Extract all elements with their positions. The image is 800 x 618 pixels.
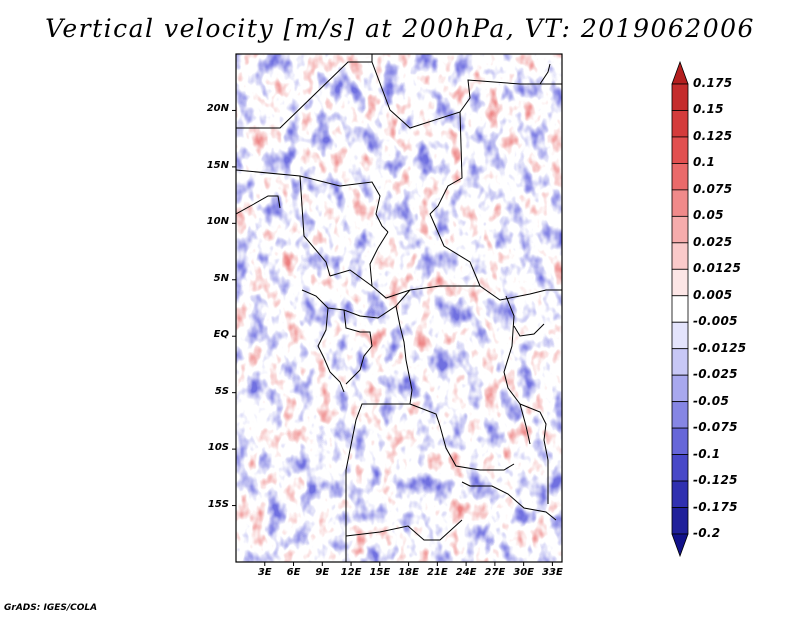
colorbar-top-arrow [671, 60, 689, 85]
colorbar-segment [671, 295, 689, 323]
lon-tick-label: 12E [340, 567, 362, 578]
lon-tick-label: 27E [484, 567, 506, 578]
lat-tick-label: 20N [206, 103, 229, 115]
lon-tick-label: 6E [286, 567, 301, 578]
colorbar-segment [671, 321, 689, 350]
lon-tick-label: 24E [455, 567, 477, 578]
colorbar-label: -0.0125 [693, 340, 747, 355]
colorbar-label: -0.175 [693, 499, 738, 514]
colorbar-segment [671, 374, 689, 403]
colorbar-segment [671, 507, 689, 535]
lon-tick-label: 30E [513, 567, 535, 578]
lat-tick-label: 5N [213, 272, 229, 284]
colorbar-label: -0.025 [693, 367, 738, 382]
country-borders [236, 54, 562, 562]
colorbar-label: 0.125 [693, 128, 733, 143]
colorbar [671, 60, 689, 558]
colorbar-segment [671, 480, 689, 508]
frame [232, 53, 563, 566]
colorbar-segment [671, 401, 689, 429]
colorbar-label: -0.1 [693, 446, 721, 461]
lat-tick-label: 10N [206, 216, 229, 228]
colorbar-label: 0.15 [693, 102, 724, 117]
colorbar-label: 0.175 [693, 76, 733, 90]
colorbar-label: 0.005 [693, 287, 733, 302]
colorbar-segment [671, 189, 689, 217]
colorbar-label: 0.0125 [693, 261, 742, 276]
lat-tick-label: 10S [207, 442, 229, 454]
map-title: Vertical velocity [m/s] at 200hPa, VT: 2… [45, 14, 755, 43]
colorbar-label: -0.075 [693, 420, 738, 435]
colorbar-label: -0.005 [693, 314, 738, 329]
lon-tick-label: 21E [426, 567, 448, 578]
colorbar-segment [671, 163, 689, 191]
colorbar-bottom-arrow [671, 533, 689, 558]
colorbar-label: 0.075 [693, 181, 733, 196]
lon-tick-label: 9E [315, 567, 330, 578]
lat-tick-label: 5S [214, 385, 229, 397]
lon-tick-label: 33E [542, 567, 563, 578]
lat-tick-label: 15N [206, 159, 229, 171]
colorbar-segment [671, 242, 689, 270]
lat-tick-label: 15S [207, 498, 229, 510]
lon-tick-label: 18E [398, 567, 419, 578]
lon-tick-label: 3E [257, 567, 272, 578]
colorbar-label: 0.1 [693, 155, 716, 170]
colorbar-segment [671, 348, 689, 376]
colorbar-label: 0.025 [693, 234, 733, 249]
colorbar-segment [671, 427, 689, 455]
colorbar-label: 0.05 [693, 208, 724, 223]
colorbar-segment [671, 83, 689, 111]
colorbar-label: -0.2 [693, 526, 721, 540]
colorbar-segment [671, 268, 689, 297]
colorbar-segment [671, 215, 689, 244]
lat-tick-label: EQ [213, 329, 229, 341]
colorbar-segment [671, 110, 689, 138]
lon-tick-label: 15E [369, 567, 391, 578]
vertical-velocity-field [236, 54, 562, 562]
colorbar-label: -0.125 [693, 473, 738, 488]
colorbar-label: -0.05 [693, 393, 730, 408]
grads-credit: GrADS: IGES/COLA [4, 603, 98, 613]
colorbar-segment [671, 136, 689, 164]
colorbar-segment [671, 454, 689, 482]
